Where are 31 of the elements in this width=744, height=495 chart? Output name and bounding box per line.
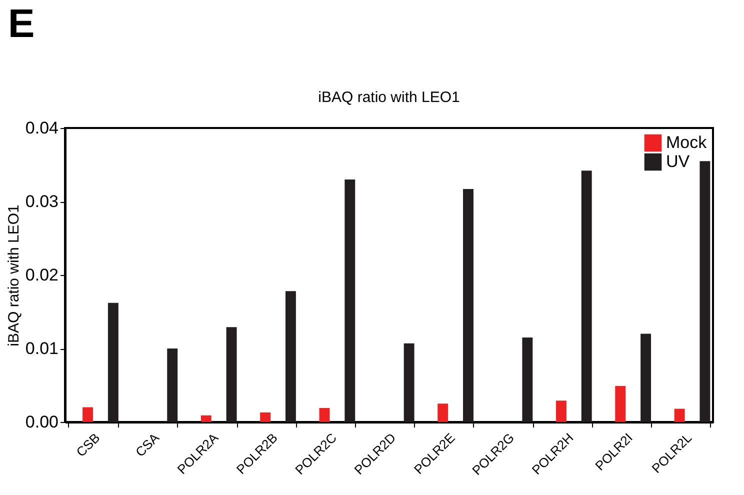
legend-label: Mock <box>666 133 708 152</box>
bar <box>226 327 237 422</box>
bar <box>674 408 685 422</box>
bar <box>319 408 330 422</box>
bar <box>167 348 178 422</box>
bar <box>556 400 566 422</box>
bar <box>344 179 356 422</box>
chart-title: iBAQ ratio with LEO1 <box>318 89 460 106</box>
bar <box>438 404 448 422</box>
bar <box>700 161 710 422</box>
y-tick-label: 0.03 <box>25 192 58 211</box>
bar <box>82 407 94 422</box>
y-tick-label: 0.01 <box>25 339 58 358</box>
bar <box>404 343 414 422</box>
y-axis-title: iBAQ ratio with LEO1 <box>5 204 22 346</box>
text: E <box>8 2 35 47</box>
bar <box>615 386 626 422</box>
bar <box>640 334 652 422</box>
legend-label: UV <box>666 152 690 171</box>
bar <box>522 337 533 422</box>
bar <box>581 170 592 422</box>
y-tick-label: 0.00 <box>25 412 58 432</box>
bar <box>285 291 296 422</box>
x-tick-label: CSB <box>73 430 103 460</box>
bar <box>260 412 271 422</box>
y-tick-label: 0.04 <box>25 118 58 138</box>
y-tick-label: 0.02 <box>25 266 58 284</box>
bar <box>108 302 118 422</box>
bar <box>463 189 474 422</box>
x-tick-label: CSA <box>132 430 162 460</box>
bar <box>200 415 212 422</box>
